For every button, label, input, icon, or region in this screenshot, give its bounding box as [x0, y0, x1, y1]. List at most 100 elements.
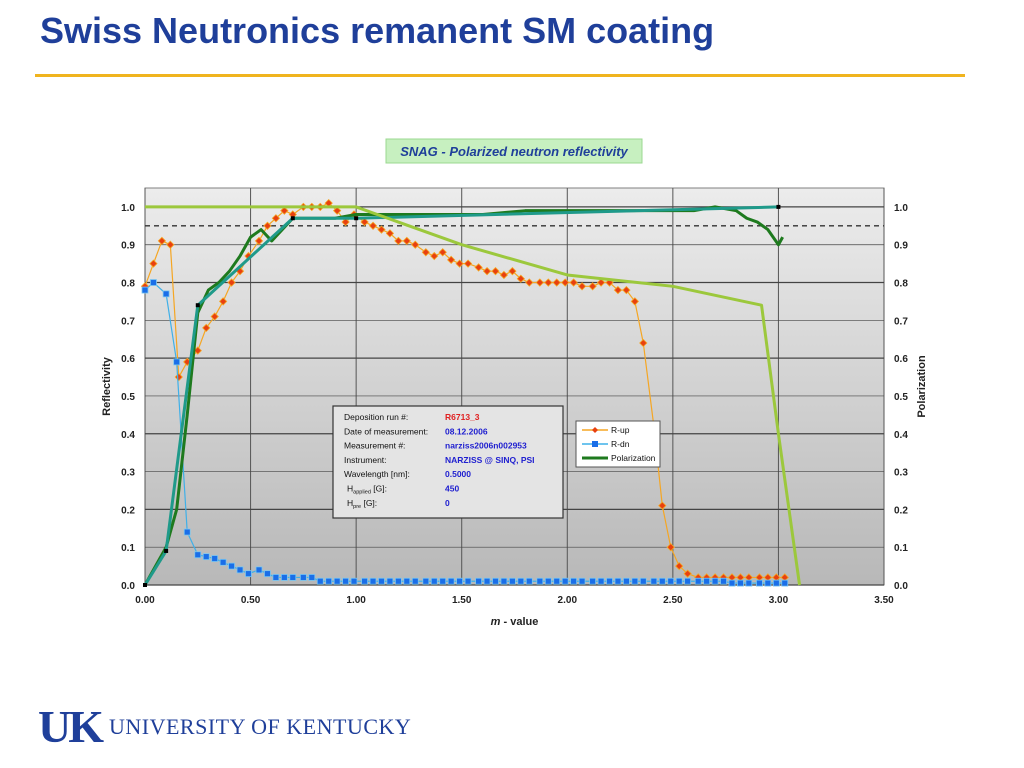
- data-point: [475, 577, 483, 585]
- data-point: [517, 577, 525, 585]
- y-tick-label-left: 0.9: [121, 241, 135, 252]
- x-tick-label: 0.00: [135, 595, 155, 606]
- data-point: [162, 290, 170, 298]
- data-point: [438, 248, 447, 257]
- data-point: [631, 577, 639, 585]
- data-point: [211, 555, 219, 562]
- data-point: [394, 236, 403, 246]
- data-point: [737, 579, 744, 587]
- y-tick-label-left: 0.4: [121, 430, 135, 441]
- data-point: [411, 240, 420, 249]
- data-point: [218, 297, 228, 306]
- legend-marker: [592, 441, 598, 447]
- data-point: [535, 278, 545, 287]
- data-point: [369, 577, 377, 585]
- data-point: [544, 278, 553, 287]
- data-point: [368, 221, 378, 230]
- data-point: [623, 577, 630, 585]
- data-point: [675, 577, 683, 585]
- data-point: [536, 577, 544, 585]
- y-tick-label-right: 0.0: [894, 581, 908, 592]
- data-point: [561, 278, 570, 287]
- x-tick-label: 1.00: [346, 595, 366, 606]
- data-point: [764, 579, 772, 587]
- measurement-info-box: Deposition run #: R6713_3 Date of measurem…: [332, 405, 564, 519]
- x-axis-label: m - value: [491, 616, 539, 628]
- y-tick-label-right: 0.8: [894, 279, 908, 290]
- chart-title: SNAG - Polarized neutron reflectivity: [400, 144, 628, 159]
- data-point: [516, 274, 525, 283]
- y-tick-label-right: 0.9: [894, 241, 908, 252]
- data-point: [613, 285, 623, 295]
- y-tick-label-right: 0.7: [894, 316, 908, 327]
- teal-marker: [290, 216, 295, 221]
- data-point: [630, 297, 640, 306]
- data-point: [720, 577, 727, 585]
- data-point: [569, 278, 578, 287]
- y-tick-label-right: 1.0: [894, 203, 908, 214]
- teal-marker: [776, 204, 781, 209]
- data-point: [570, 577, 578, 585]
- data-point: [173, 358, 181, 366]
- y-tick-label-right: 0.5: [894, 392, 908, 403]
- data-point: [255, 566, 263, 574]
- data-point: [402, 236, 411, 246]
- uk-logo-mark: UK: [38, 701, 104, 752]
- data-point: [577, 282, 587, 291]
- data-point: [606, 577, 613, 585]
- data-point: [350, 577, 358, 585]
- y-tick-label-left: 0.7: [121, 316, 135, 327]
- data-point: [578, 577, 586, 585]
- data-point: [341, 217, 350, 227]
- data-point: [508, 577, 516, 585]
- data-point: [500, 577, 508, 585]
- y-axis-label-left: Reflectivity: [101, 356, 113, 416]
- data-point: [183, 528, 191, 536]
- info-value: 0: [445, 498, 450, 508]
- data-point: [141, 286, 149, 294]
- x-tick-label: 2.00: [558, 595, 578, 606]
- info-label: Instrument:: [344, 455, 387, 465]
- data-point: [264, 570, 271, 578]
- data-point: [280, 574, 288, 581]
- data-point: [447, 577, 455, 585]
- y-tick-label-right: 0.1: [894, 543, 908, 554]
- data-point: [342, 577, 349, 585]
- data-point: [289, 574, 297, 581]
- data-point: [219, 558, 227, 566]
- data-point: [299, 574, 307, 581]
- data-point: [236, 566, 244, 574]
- y-tick-label-left: 0.2: [121, 505, 135, 516]
- data-point: [614, 577, 622, 585]
- data-point: [194, 551, 202, 559]
- y-tick-label-left: 0.5: [121, 392, 135, 403]
- data-point: [482, 267, 492, 276]
- info-label: Wavelength [nm]:: [344, 469, 410, 479]
- info-value: narziss2006n002953: [445, 441, 527, 451]
- data-point: [421, 248, 430, 257]
- info-value: 08.12.2006: [445, 426, 488, 436]
- data-point: [711, 577, 719, 585]
- data-point: [464, 577, 472, 585]
- teal-marker: [143, 583, 147, 587]
- data-point: [622, 285, 631, 295]
- data-point: [439, 577, 447, 585]
- data-point: [684, 577, 692, 585]
- data-point: [728, 579, 736, 587]
- y-tick-label-right: 0.6: [894, 354, 908, 365]
- data-point: [666, 543, 675, 552]
- data-point: [508, 267, 517, 276]
- data-point: [308, 574, 316, 581]
- y-tick-label-right: 0.4: [894, 430, 908, 441]
- chart-title-box: [385, 138, 643, 164]
- data-point: [525, 577, 533, 585]
- university-name: UNIVERSITY OF KENTUCKY: [109, 714, 412, 739]
- data-point: [202, 323, 211, 333]
- y-tick-label-left: 1.0: [121, 203, 135, 214]
- data-point: [597, 577, 605, 585]
- info-label: Measurement #:: [344, 441, 405, 451]
- data-point: [553, 577, 561, 585]
- teal-marker: [164, 548, 169, 553]
- data-point: [544, 577, 552, 585]
